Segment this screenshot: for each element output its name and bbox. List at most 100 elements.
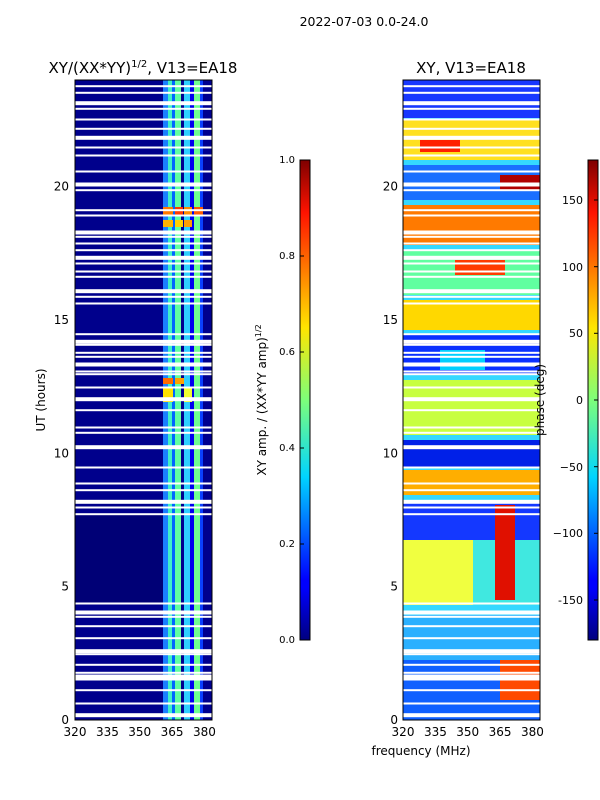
phase-block: [403, 500, 540, 540]
data-gap-stripe: [75, 333, 212, 336]
data-gap-stripe: [75, 409, 212, 412]
data-gap-stripe: [75, 91, 212, 94]
data-gap-stripe: [403, 154, 540, 157]
amp-colorbar-ticks: [300, 159, 304, 641]
data-gap-stripe: [403, 362, 540, 367]
amp-cbar-tick-label: 0.0: [279, 635, 295, 646]
data-gap-stripe: [75, 107, 212, 110]
data-gap-stripe: [403, 602, 540, 605]
phase-xtick-label: 380: [521, 725, 544, 739]
data-gap-stripe: [403, 397, 540, 402]
amp-xtick-label: 380: [193, 725, 216, 739]
data-gap-stripe: [403, 91, 540, 94]
data-gap-stripe: [75, 426, 212, 429]
phase-y-axis: 0 5 10 15 20: [383, 180, 398, 727]
amp-hot-patch: [163, 207, 173, 216]
data-gap-stripe: [403, 513, 540, 516]
amp-cbar-tick-label: 1.0: [279, 155, 295, 166]
data-gap-stripe: [403, 431, 540, 434]
data-gap-stripe: [75, 230, 212, 235]
amp-axes-frame: [74, 79, 213, 721]
data-gap-stripe: [75, 343, 212, 346]
amp-hot-patch: [184, 220, 192, 227]
data-gap-stripe: [75, 118, 212, 121]
data-gap-stripe: [75, 275, 212, 278]
amp-ytick-label: 20: [54, 180, 69, 194]
amp-hot-patch: [163, 378, 173, 384]
amp-cbar-tick-label: 0.2: [279, 539, 295, 550]
phase-axes-frame: [402, 79, 541, 721]
data-gap-stripe: [75, 499, 212, 504]
phase-panel-title: XY, V13=EA18: [416, 59, 526, 77]
data-gap-stripe: [75, 101, 212, 106]
data-gap-stripe: [403, 118, 540, 121]
data-gap-stripe: [75, 678, 212, 681]
phase-block: [403, 205, 540, 245]
phase-block: [403, 440, 540, 468]
data-gap-stripe: [403, 482, 540, 485]
data-gap-stripe: [403, 135, 540, 140]
frequency-axis-label: frequency (MHz): [371, 744, 470, 758]
phase-colorbar-ticks: [594, 199, 598, 601]
phase-ytick-label: 5: [390, 580, 398, 594]
data-gap-stripe: [75, 466, 212, 469]
amp-ytick-label: 10: [54, 446, 69, 460]
data-gap-stripe: [75, 189, 212, 192]
phase-ytick-label: 10: [383, 446, 398, 460]
data-gap-stripe: [403, 671, 540, 674]
data-gap-stripe: [75, 249, 212, 252]
data-gap-stripe: [403, 615, 540, 618]
amp-colorbar-label: XY amp. / (XX*YY amp)1/2: [254, 324, 269, 475]
data-gap-stripe: [75, 370, 212, 373]
data-gap-stripe: [75, 674, 212, 679]
phase-colorbar-labels: -150 −100 −50 0 50 100 150: [553, 194, 583, 607]
data-gap-stripe: [75, 339, 212, 344]
amp-hot-patch: [163, 220, 173, 227]
data-gap-stripe: [75, 214, 212, 217]
amp-colorbar-labels: 0.0 0.2 0.4 0.6 0.8 1.0: [279, 155, 295, 646]
data-gap-stripe: [75, 242, 212, 245]
amp-hot-patch: [194, 207, 203, 216]
amp-xtick-label: 365: [161, 725, 184, 739]
data-gap-stripe: [403, 230, 540, 235]
phase-block: [403, 300, 540, 330]
data-gap-stripe: [75, 431, 212, 434]
data-gap-stripe: [403, 386, 540, 389]
data-gap-stripe: [75, 146, 212, 149]
data-gap-stripe: [75, 355, 212, 358]
amp-heatmap: [75, 80, 212, 720]
data-gap-stripe: [75, 610, 212, 615]
figure-suptitle: 2022-07-03 0.0-24.0: [300, 14, 429, 29]
amp-cbar-label-exponent: 1/2: [254, 324, 263, 337]
data-gap-stripe: [403, 689, 540, 692]
amp-ytick-label: 5: [61, 580, 69, 594]
data-gap-stripe: [403, 370, 540, 373]
amp-cbar-tick-label: 0.6: [279, 347, 295, 358]
phase-block: [455, 260, 505, 275]
data-gap-stripe: [403, 242, 540, 245]
data-gap-stripe: [403, 489, 540, 492]
data-gap-stripe: [75, 154, 212, 157]
amp-xtick-label: 335: [96, 725, 119, 739]
amp-hot-patch: [175, 220, 183, 227]
data-gap-stripe: [403, 262, 540, 265]
data-gap-stripe: [403, 170, 540, 173]
phase-cbar-tick-label: 100: [562, 261, 583, 274]
phase-heatmap: [403, 80, 540, 720]
data-gap-stripe: [75, 302, 212, 305]
data-gap-stripe: [403, 189, 540, 192]
data-gap-stripe: [75, 653, 212, 656]
data-gap-stripe: [75, 135, 212, 140]
data-gap-stripe: [403, 214, 540, 217]
data-gap-stripe: [403, 409, 540, 412]
data-gap-stripe: [403, 249, 540, 252]
amp-panel-title: XY/(XX*YY)1/2, V13=EA18: [49, 59, 238, 77]
data-gap-stripe: [75, 713, 212, 718]
data-gap-stripe: [403, 702, 540, 705]
data-gap-stripe: [75, 615, 212, 618]
phase-block: [420, 140, 460, 152]
data-gap-stripe: [403, 270, 540, 273]
data-gap-stripe: [403, 182, 540, 187]
amp-xtick-label: 350: [128, 725, 151, 739]
data-gap-stripe: [75, 671, 212, 674]
